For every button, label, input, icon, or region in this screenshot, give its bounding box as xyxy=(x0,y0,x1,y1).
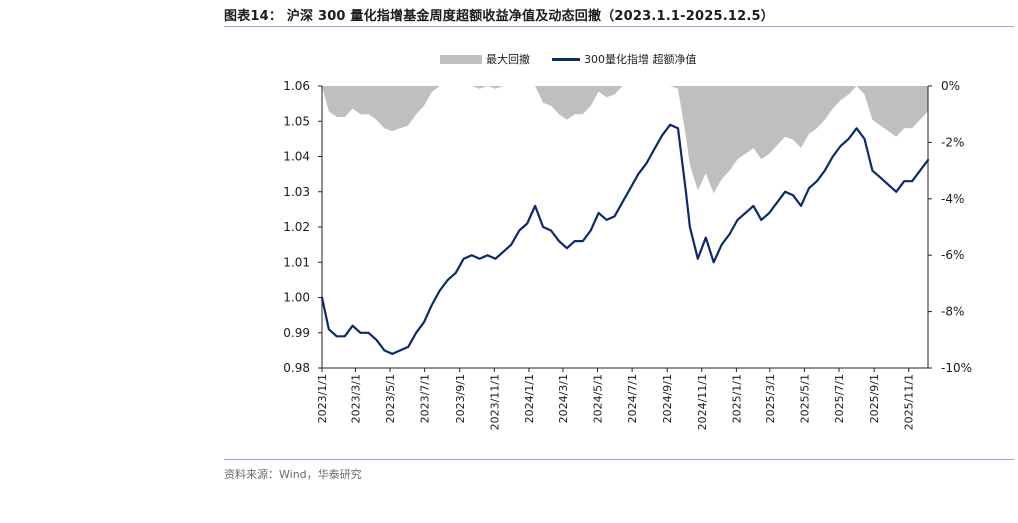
drawdown-area-layer xyxy=(322,86,928,194)
y-right-tick-label: -2% xyxy=(941,135,964,149)
x-tick-label: 2025/7/1 xyxy=(833,374,846,423)
x-tick-label: 2023/1/1 xyxy=(316,374,329,423)
legend-label-excess-nav: 300量化指增 超额净值 xyxy=(584,53,697,66)
x-tick-label: 2024/5/1 xyxy=(592,374,605,423)
y-right-tick-label: -10% xyxy=(941,361,972,375)
x-tick-label: 2024/3/1 xyxy=(557,374,570,423)
y-right-tick-label: -8% xyxy=(941,305,964,319)
y-right-tick-label: -6% xyxy=(941,248,964,262)
x-tick-label: 2023/5/1 xyxy=(384,374,397,423)
excess-nav-line-layer xyxy=(320,123,930,355)
source-note: 资料来源：Wind，华泰研究 xyxy=(224,468,362,481)
legend-swatch-line xyxy=(552,57,580,61)
x-tick-label: 2025/9/1 xyxy=(868,374,881,423)
y-left-tick-label: 1.02 xyxy=(283,220,310,234)
chart-legend: 最大回撤 300量化指增 超额净值 xyxy=(440,50,719,68)
legend-item-excess-nav: 300量化指增 超额净值 xyxy=(552,51,697,67)
y-right-tick-label: 0% xyxy=(941,79,960,93)
x-tick-label: 2023/11/1 xyxy=(488,374,501,430)
x-tick-label: 2023/7/1 xyxy=(419,374,432,423)
x-tick-label: 2024/11/1 xyxy=(696,374,709,430)
y-right-tick-label: -4% xyxy=(941,192,964,206)
y-left-tick-label: 1.04 xyxy=(283,150,310,164)
legend-swatch-area xyxy=(440,54,482,64)
x-tick-label: 2023/9/1 xyxy=(454,374,467,423)
x-tick-label: 2025/11/1 xyxy=(903,374,916,430)
y-left-tick-label: 1.00 xyxy=(283,291,310,305)
x-tick-label: 2024/1/1 xyxy=(523,374,536,423)
drawdown-area xyxy=(322,86,928,194)
source-rule xyxy=(224,459,1014,460)
x-tick-label: 2025/3/1 xyxy=(764,374,777,423)
axes-layer: 0.98 0.99 1.00 1.01 1.02 1.03 1.04 1.05 1.06 -10%… xyxy=(283,79,972,430)
excess-nav-line xyxy=(320,123,930,355)
y-left-tick-label: 0.98 xyxy=(283,361,310,375)
y-left-tick-label: 1.06 xyxy=(283,79,310,93)
x-tick-label: 2025/5/1 xyxy=(798,374,811,423)
x-tick-label: 2024/9/1 xyxy=(661,374,674,423)
y-left-tick-label: 1.01 xyxy=(283,255,310,269)
legend-label-drawdown: 最大回撤 xyxy=(486,53,530,66)
x-tick-label: 2023/3/1 xyxy=(349,374,362,423)
figure-title: 图表14： 沪深 300 量化指增基金周度超额收益净值及动态回撤（2023.1.… xyxy=(224,9,774,24)
title-rule xyxy=(224,26,1014,27)
x-tick-label: 2025/1/1 xyxy=(730,374,743,423)
legend-item-drawdown: 最大回撤 xyxy=(440,51,530,67)
y-left-tick-label: 1.05 xyxy=(283,114,310,128)
y-left-tick-label: 1.03 xyxy=(283,185,310,199)
x-tick-label: 2024/7/1 xyxy=(626,374,639,423)
y-left-tick-label: 0.99 xyxy=(283,326,310,340)
